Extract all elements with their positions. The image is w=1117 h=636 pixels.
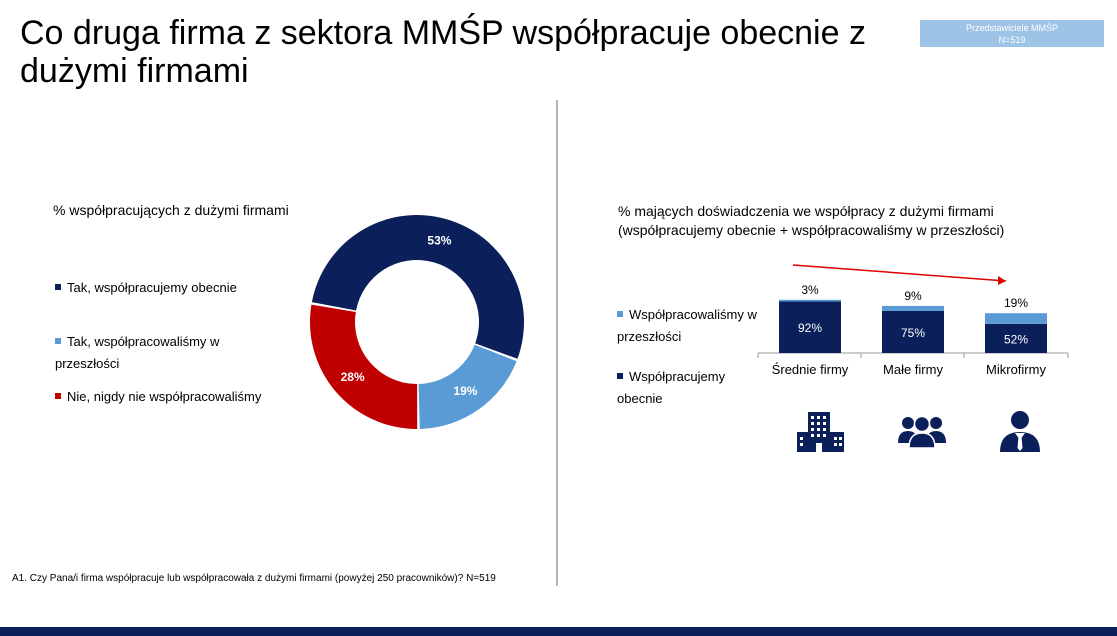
bar-subtitle-line-2: (współpracujemy obecnie + współpracowali…: [618, 222, 1005, 238]
legend-swatch: [617, 310, 623, 317]
bar-legend-past: Współpracowaliśmy w przeszłości: [617, 304, 767, 348]
bar-subtitle: % mających doświadczenia we współpracy z…: [618, 202, 1098, 240]
donut-legend-past: Tak, współpracowaliśmy w przeszłości: [55, 331, 245, 375]
donut-slice-label: 53%: [427, 234, 451, 248]
legend-label: Tak, współpracowaliśmy w przeszłości: [55, 334, 220, 371]
panel-divider: [556, 100, 558, 586]
legend-swatch: [55, 392, 61, 399]
donut-slice: [311, 214, 524, 359]
donut-slice-label: 19%: [453, 384, 477, 398]
category-label: Średnie firmy: [772, 362, 849, 377]
bar-legend-current: Współpracujemy obecnie: [617, 366, 742, 410]
donut-chart: 53% 19% 28%: [310, 214, 524, 429]
bar-value-current: 92%: [798, 321, 822, 335]
bar-segment-current: [882, 311, 944, 353]
sample-badge: Przedstawiciele MMŚP N=519: [920, 20, 1104, 47]
category-label: Małe firmy: [883, 362, 943, 377]
bar-value-past: 9%: [904, 289, 922, 303]
trend-arrow-line: [792, 264, 1007, 282]
category-label: Mikrofirmy: [986, 362, 1046, 377]
bar-segment-past: [779, 299, 841, 302]
donut-slice-label: 28%: [341, 370, 365, 384]
legend-swatch: [55, 337, 61, 344]
bar-value-current: 52%: [1004, 332, 1028, 346]
person-icon: [1000, 411, 1040, 452]
donut-legend-never: Nie, nigdy nie współpracowaliśmy: [55, 386, 295, 408]
bar-segment-past: [882, 305, 944, 311]
stacked-bar-chart: 92% 3% Średnie firmy 75% 9% Małe firmy 52% 19% M…: [757, 264, 1069, 377]
footer-bar: [0, 627, 1117, 636]
legend-swatch: [617, 372, 623, 379]
bar-segment-past: [985, 313, 1047, 324]
bar-value-past: 19%: [1004, 296, 1028, 310]
trend-arrow-head: [998, 276, 1006, 285]
footnote: A1. Czy Pana/i firma współpracuje lub ws…: [12, 573, 496, 584]
building-icon: [797, 412, 844, 452]
bar-value-past: 3%: [801, 283, 819, 297]
badge-line-2: N=519: [998, 35, 1026, 45]
page-title: Co druga firma z sektora MMŚP współpracu…: [20, 14, 866, 90]
legend-swatch: [55, 283, 61, 290]
bar-segment-current: [985, 323, 1047, 353]
donut-slice: [310, 304, 418, 429]
donut-slice: [418, 344, 517, 429]
donut-legend-current: Tak, współpracujemy obecnie: [55, 277, 285, 299]
legend-label: Współpracowaliśmy w przeszłości: [617, 307, 757, 344]
bar-segment-current: [779, 301, 841, 353]
legend-label: Nie, nigdy nie współpracowaliśmy: [67, 389, 262, 404]
bar-value-current: 75%: [901, 326, 925, 340]
legend-label: Współpracujemy obecnie: [617, 369, 726, 406]
bar-subtitle-line-1: % mających doświadczenia we współpracy z…: [618, 203, 994, 219]
badge-line-1: Przedstawiciele MMŚP: [965, 23, 1059, 33]
donut-subtitle: % współpracujących z dużymi firmami: [53, 202, 289, 218]
group-icon: [898, 415, 946, 449]
legend-label: Tak, współpracujemy obecnie: [67, 280, 237, 295]
